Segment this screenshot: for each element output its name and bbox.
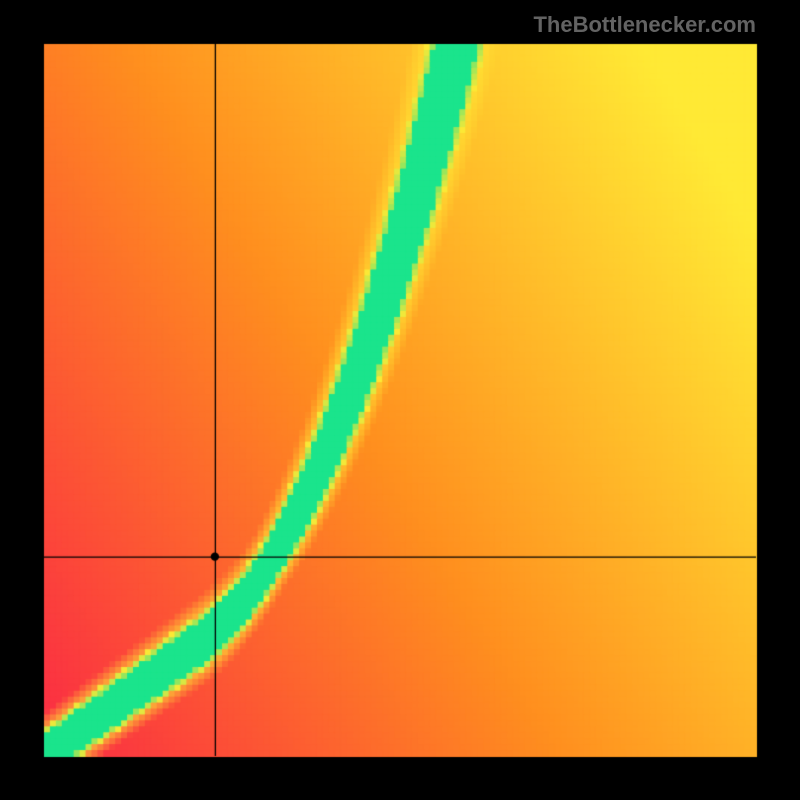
heatmap-canvas (0, 0, 800, 800)
watermark-text: TheBottlenecker.com (533, 12, 756, 38)
